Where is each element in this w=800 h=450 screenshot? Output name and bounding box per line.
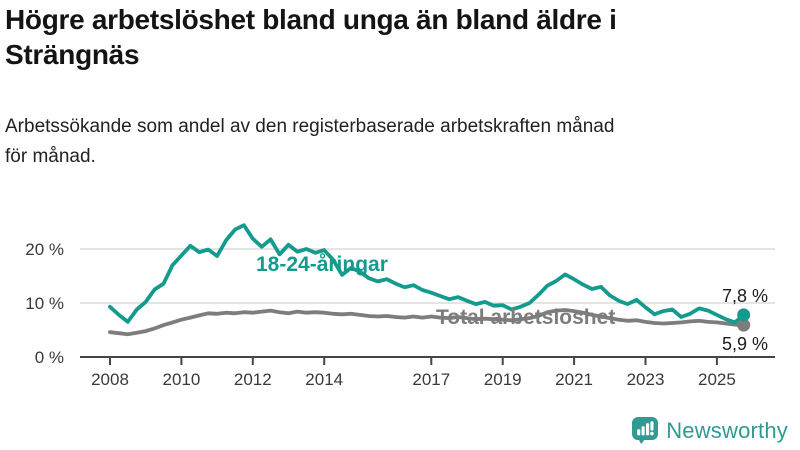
x-tick-label: 2019 bbox=[484, 370, 522, 389]
x-tick-label: 2012 bbox=[234, 370, 272, 389]
page-title: Högre arbetslöshet bland unga än bland ä… bbox=[5, 2, 785, 72]
brand-name: Newsworthy bbox=[666, 417, 788, 443]
y-tick-label: 20 % bbox=[25, 240, 64, 259]
x-tick-label: 2014 bbox=[305, 370, 343, 389]
page-title-line-2: Strängnäs bbox=[5, 39, 140, 70]
x-tick-label: 2023 bbox=[627, 370, 665, 389]
x-tick-label: 2010 bbox=[162, 370, 200, 389]
y-tick-label: 0 % bbox=[35, 348, 64, 367]
end-dot-total bbox=[737, 318, 751, 332]
page-subtitle: Arbetssökande som andel av den registerb… bbox=[5, 112, 785, 172]
x-tick-label: 2021 bbox=[555, 370, 593, 389]
end-value-total: 5,9 % bbox=[722, 334, 769, 354]
end-value-young: 7,8 % bbox=[722, 286, 769, 306]
series-line-young bbox=[108, 223, 746, 325]
page-title-line-1: Högre arbetslöshet bland unga än bland ä… bbox=[5, 4, 617, 35]
series-label-young: 18-24-åringar bbox=[256, 253, 388, 276]
x-tick-label: 2025 bbox=[698, 370, 736, 389]
y-tick-label: 10 % bbox=[25, 294, 64, 313]
end-dot-young bbox=[737, 308, 751, 322]
brand-footer: Newsworthy bbox=[631, 416, 788, 445]
newsworthy-logo-icon bbox=[632, 417, 659, 444]
x-tick-label: 2008 bbox=[91, 370, 129, 389]
series-label-total: Total arbetslöshet bbox=[436, 306, 616, 329]
page-subtitle-line-2: för månad. bbox=[5, 146, 96, 167]
series-line-total bbox=[108, 308, 746, 337]
page-subtitle-line-1: Arbetssökande som andel av den registerb… bbox=[5, 116, 615, 137]
x-tick-label: 2017 bbox=[412, 370, 450, 389]
